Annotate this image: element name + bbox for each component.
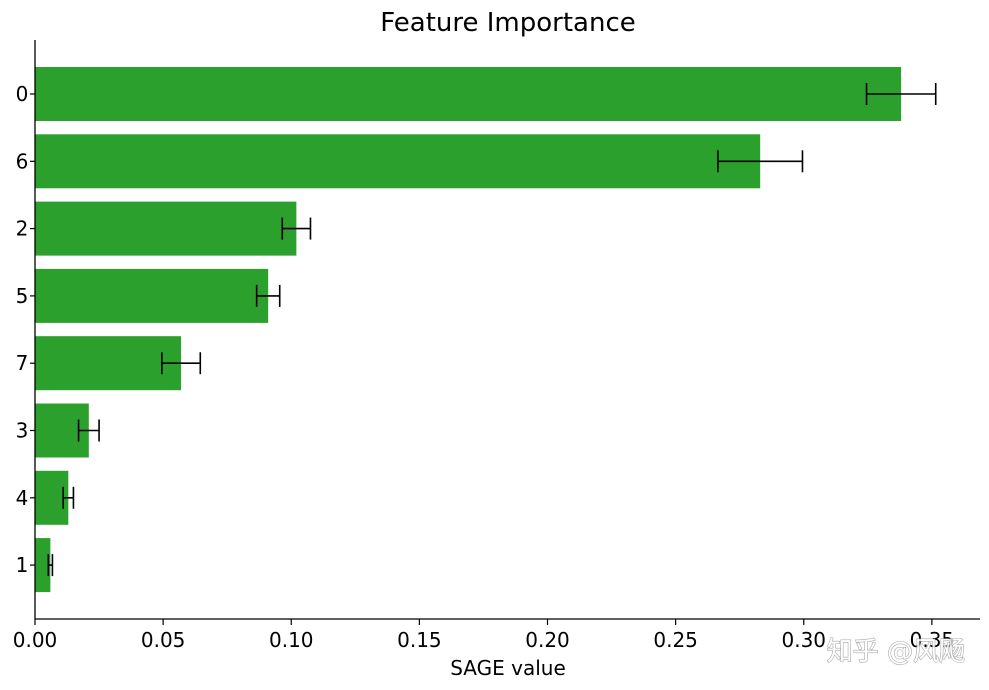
y-axis-ticks: 0 6 2 5 7 3 4 1 [16,82,35,577]
bar-feature-5 [35,268,269,323]
error-bar-feature-6 [717,150,804,173]
plot-area [35,67,937,593]
bar-feature-7 [35,336,182,391]
error-bar-feature-2 [281,217,312,240]
y-tick-label: 6 [16,149,29,173]
error-bar-feature-4 [62,486,75,509]
x-axis-label: SAGE value [450,656,566,680]
chart-title: Feature Importance [380,8,636,38]
error-bar-feature-5 [255,284,281,307]
y-tick-label: 1 [16,553,29,577]
x-tick-label: 0.05 [141,628,186,652]
y-tick-label: 2 [16,217,29,241]
x-tick-label: 0.20 [525,628,570,652]
x-tick-label: 0.35 [910,628,955,652]
y-tick-label: 7 [16,351,29,375]
x-tick-label: 0.15 [397,628,442,652]
error-bar-feature-1 [47,554,54,577]
bar-feature-0 [35,67,902,121]
bar-feature-6 [35,134,761,189]
x-tick-label: 0.25 [653,628,698,652]
error-bar-feature-7 [161,352,202,375]
error-bar-feature-0 [865,83,937,105]
bar-feature-1 [35,538,51,593]
x-tick-label: 0.30 [781,628,826,652]
y-tick-label: 5 [16,284,29,308]
y-tick-label: 3 [16,419,29,443]
y-tick-label: 4 [16,486,29,510]
error-bar-feature-3 [77,419,100,442]
y-tick-label: 0 [16,82,29,106]
x-tick-label: 0.00 [13,628,58,652]
bar-feature-2 [35,201,297,256]
x-tick-label: 0.10 [269,628,314,652]
x-axis-ticks: 0.00 0.05 0.10 0.15 0.20 0.25 0.30 0.35 [13,619,954,652]
watermark-text: 知乎 @风飏 [827,637,965,667]
